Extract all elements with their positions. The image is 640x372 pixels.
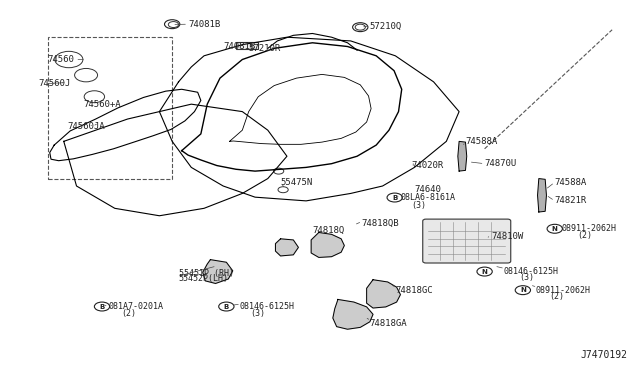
Text: 74640: 74640 — [415, 185, 442, 194]
Text: 08146-6125H: 08146-6125H — [239, 302, 294, 311]
Polygon shape — [311, 232, 344, 257]
Text: 08146-6125H: 08146-6125H — [504, 267, 559, 276]
Text: (2): (2) — [121, 309, 136, 318]
Bar — [48, 37, 172, 179]
Text: J7470192: J7470192 — [580, 350, 627, 360]
Polygon shape — [458, 141, 467, 171]
Text: 74560J: 74560J — [38, 79, 70, 88]
FancyBboxPatch shape — [423, 219, 511, 263]
Text: 74588A: 74588A — [555, 178, 587, 187]
Text: B: B — [392, 195, 397, 201]
Text: 081A7-0201A: 081A7-0201A — [108, 302, 163, 311]
Text: 08911-2062H: 08911-2062H — [536, 286, 591, 295]
Text: 74020R: 74020R — [412, 161, 444, 170]
Text: 74818GA: 74818GA — [370, 319, 408, 328]
Text: 74870U: 74870U — [484, 159, 517, 168]
Text: N: N — [552, 226, 557, 232]
Bar — [236, 42, 259, 49]
Text: 55452P(LH): 55452P(LH) — [179, 275, 228, 283]
Text: 74810W: 74810W — [491, 232, 524, 241]
Text: 57210R: 57210R — [249, 44, 281, 53]
Polygon shape — [367, 280, 401, 308]
Text: 74818QB: 74818QB — [362, 219, 399, 228]
Text: 74588A: 74588A — [465, 137, 498, 146]
Text: 55475N: 55475N — [280, 178, 313, 187]
Polygon shape — [275, 239, 298, 256]
Text: (2): (2) — [550, 292, 564, 301]
Text: (3): (3) — [251, 309, 266, 318]
Polygon shape — [333, 299, 373, 329]
Text: 74081B: 74081B — [223, 42, 255, 51]
Text: 74818GC: 74818GC — [396, 286, 433, 295]
Text: N: N — [520, 287, 526, 293]
Polygon shape — [203, 260, 233, 283]
Text: 74821R: 74821R — [555, 196, 587, 205]
Text: B: B — [99, 304, 105, 310]
Text: B: B — [224, 304, 229, 310]
Text: 55451P (RH): 55451P (RH) — [179, 269, 234, 278]
Text: 08911-2062H: 08911-2062H — [561, 224, 616, 233]
Polygon shape — [538, 179, 547, 212]
Text: (2): (2) — [577, 231, 592, 240]
Text: N: N — [482, 269, 488, 275]
Text: 74081B: 74081B — [188, 20, 220, 29]
Text: 74560: 74560 — [48, 55, 75, 64]
Text: 74818Q: 74818Q — [312, 226, 345, 235]
Text: 74560+A: 74560+A — [83, 100, 120, 109]
Text: 57210Q: 57210Q — [370, 22, 402, 31]
Text: 08LA6-8161A: 08LA6-8161A — [401, 193, 456, 202]
Text: 74560JA: 74560JA — [67, 122, 104, 131]
Text: (3): (3) — [520, 273, 534, 282]
Text: (3): (3) — [412, 201, 426, 210]
